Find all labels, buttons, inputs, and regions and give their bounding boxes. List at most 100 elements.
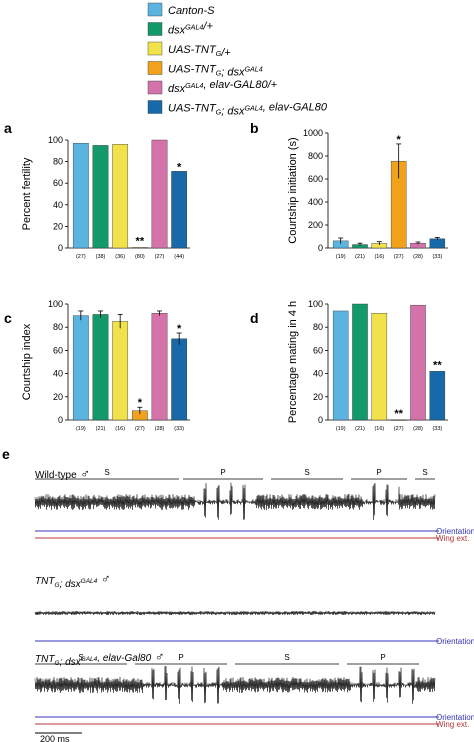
y-tick-label: 80 — [313, 322, 323, 332]
y-tick-label: 60 — [53, 178, 63, 188]
y-tick-label: 40 — [313, 369, 323, 379]
sample-size: (28) — [155, 426, 165, 432]
legend-swatch — [147, 2, 163, 17]
significance-mark: ** — [394, 408, 403, 420]
label-part: ; dsx — [60, 579, 82, 590]
y-tick-label: 100 — [48, 299, 63, 309]
genotype-label: TNTG; dsxGAL4 ♂ — [35, 571, 111, 590]
label-part: G — [54, 582, 59, 589]
oscillogram-track: TNTG; dsxGAL4 ♂ Orientation — [34, 571, 474, 646]
bar — [112, 144, 129, 249]
sample-size: (19) — [336, 426, 346, 432]
legend-swatch — [147, 22, 163, 36]
panel-a: a 0 20 40 60 80 100 Percent fertility (27) (38) (3… — [4, 120, 190, 260]
legend-label: UAS-TNTG; dsxGAL4, elav-GAL80 — [168, 102, 328, 118]
bar — [131, 247, 148, 249]
bar — [72, 315, 89, 421]
orientation-label: Orientation — [436, 637, 474, 646]
label-part: UAS-TNT — [168, 44, 217, 56]
label-part: GAL4 — [244, 66, 262, 74]
y-tick-label: 0 — [58, 243, 63, 253]
orientation-label: Orientation — [436, 527, 474, 536]
bar — [390, 419, 407, 421]
y-axis-label: Courtship index — [21, 323, 33, 400]
y-tick-label: 100 — [308, 299, 323, 309]
panel-b: b 0 200 400 600 800 1000 Courtship initiation (… — [250, 120, 448, 260]
sample-size: (16) — [115, 426, 125, 432]
genotype-label: TNTG; dsxGAL4, elav-Gal80 ♂ — [35, 649, 165, 668]
significance-mark: * — [177, 161, 182, 173]
wing-extension-label: Wing ext. — [436, 534, 469, 543]
y-tick-label: 20 — [313, 392, 323, 402]
sample-size: (27) — [76, 254, 86, 260]
label-part: GAL4 — [244, 105, 262, 113]
y-tick-label: 0 — [318, 415, 323, 425]
label-part: dsx — [168, 83, 186, 95]
significance-mark: ** — [433, 359, 442, 371]
legend-swatch — [147, 61, 163, 75]
y-tick-label: 60 — [313, 345, 323, 355]
panel-label: d — [250, 310, 259, 326]
sample-size: (38) — [96, 254, 106, 260]
y-tick-label: 20 — [53, 221, 63, 231]
y-axis-label: Percentage mating in 4 h — [287, 301, 299, 423]
y-tick-label: 200 — [308, 220, 323, 230]
sample-size: (33) — [174, 426, 184, 432]
label-part: dsx — [168, 25, 186, 37]
bar — [171, 338, 188, 421]
bar — [410, 304, 426, 421]
label-part: GAL4 — [185, 24, 203, 32]
label-part: UAS-TNT — [168, 64, 217, 76]
y-tick-label: 600 — [308, 174, 323, 184]
label-part: TNT — [35, 576, 55, 587]
sample-size: (16) — [374, 254, 384, 260]
oscillogram-track: TNTG; dsxGAL4, elav-Gal80 ♂S P S POrientati… — [34, 649, 474, 729]
male-symbol: ♂ — [97, 571, 110, 586]
male-symbol: ♂ — [151, 649, 164, 664]
sample-size: (27) — [155, 254, 165, 260]
sample-size: (27) — [135, 426, 145, 432]
significance-mark: * — [397, 134, 402, 146]
sample-size: (28) — [413, 426, 423, 432]
song-segment-label: P — [376, 468, 381, 477]
sample-size: (44) — [174, 254, 184, 260]
panel-d: d 0 20 40 60 80 100 Percentage mating in 4 h (19… — [250, 299, 448, 432]
sample-size: (27) — [394, 426, 404, 432]
panel-label: a — [4, 120, 12, 136]
legend-label: dsxGAL4/+ — [168, 21, 213, 37]
song-segment-label: S — [304, 468, 309, 477]
wing-extension-label: Wing ext. — [436, 720, 469, 729]
song-segment-label: S — [422, 468, 427, 477]
bar — [171, 171, 188, 249]
bar — [92, 145, 109, 249]
sample-size: (27) — [394, 254, 404, 260]
y-tick-label: 100 — [48, 135, 63, 145]
label-part: Canton-S — [168, 5, 215, 17]
genotype-label: Wild-type ♂ — [35, 466, 90, 481]
label-part: ; dsx — [60, 657, 82, 668]
panel-label: c — [4, 310, 12, 326]
sample-size: (16) — [374, 426, 384, 432]
sample-size: (33) — [432, 254, 442, 260]
y-tick-label: 20 — [53, 392, 63, 402]
sample-size: (21) — [355, 426, 365, 432]
sample-size: (21) — [355, 254, 365, 260]
y-tick-label: 0 — [318, 243, 323, 253]
label-part: , elav-GAL80 — [263, 102, 328, 114]
significance-mark: ** — [136, 235, 145, 247]
label-part: GAL4 — [81, 578, 98, 585]
label-part: GAL4 — [185, 82, 203, 90]
legend-swatch — [147, 41, 163, 56]
sample-size: (19) — [336, 254, 346, 260]
label-part: GAL4 — [81, 656, 98, 663]
sample-size: (36) — [115, 254, 125, 260]
song-segment-label: S — [78, 653, 83, 662]
bar — [151, 313, 168, 421]
sample-size: (80) — [135, 254, 145, 260]
bar — [429, 371, 446, 421]
y-tick-label: 0 — [58, 415, 63, 425]
label-part: G — [216, 109, 222, 117]
bar — [72, 143, 89, 249]
